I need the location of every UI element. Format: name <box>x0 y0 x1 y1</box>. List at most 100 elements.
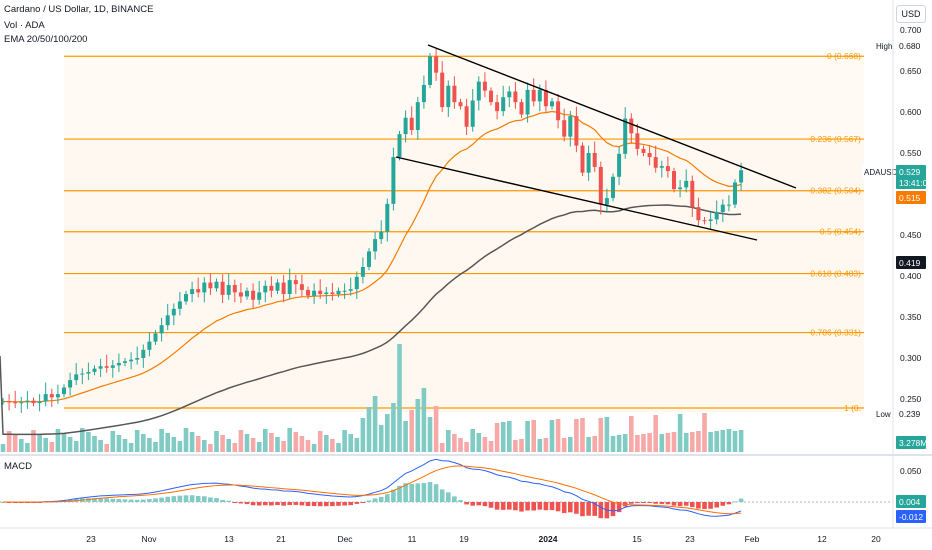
candle[interactable] <box>470 100 475 127</box>
candle[interactable] <box>348 289 353 291</box>
candle[interactable] <box>464 106 469 127</box>
candle[interactable] <box>171 308 176 316</box>
candle[interactable] <box>525 89 530 115</box>
candle[interactable] <box>232 285 237 293</box>
ema-fast-badge[interactable] <box>896 191 926 204</box>
candle[interactable] <box>312 290 317 296</box>
candle[interactable] <box>287 280 292 295</box>
candle[interactable] <box>269 285 274 291</box>
candle[interactable] <box>367 251 371 267</box>
candle[interactable] <box>489 90 493 103</box>
candle[interactable] <box>421 84 426 103</box>
candle[interactable] <box>208 282 213 289</box>
wedge-upper-line[interactable] <box>427 44 797 189</box>
volume-badge[interactable] <box>896 436 926 449</box>
candle[interactable] <box>299 284 304 290</box>
wedge-lower-line[interactable] <box>395 156 758 241</box>
candle[interactable] <box>324 292 329 295</box>
candle[interactable] <box>556 101 561 121</box>
candle[interactable] <box>385 203 390 232</box>
candle[interactable] <box>726 204 731 206</box>
candle[interactable] <box>531 89 536 102</box>
macd-badge[interactable] <box>896 495 926 508</box>
candle[interactable] <box>13 402 18 404</box>
candle[interactable] <box>281 282 286 295</box>
candle[interactable] <box>678 187 683 190</box>
candle[interactable] <box>190 289 195 295</box>
candle[interactable] <box>458 102 463 107</box>
candle[interactable] <box>293 280 298 285</box>
candle[interactable] <box>177 301 182 309</box>
candle[interactable] <box>641 148 646 153</box>
candle[interactable] <box>202 282 207 293</box>
candle[interactable] <box>391 157 396 204</box>
candle[interactable] <box>672 171 676 190</box>
candle[interactable] <box>110 365 115 368</box>
candle[interactable] <box>611 176 615 199</box>
candle[interactable] <box>196 289 201 293</box>
candle[interactable] <box>684 180 689 188</box>
candle[interactable] <box>251 290 256 300</box>
candle[interactable] <box>690 180 695 208</box>
candle[interactable] <box>482 81 487 91</box>
candle[interactable] <box>263 285 268 293</box>
candle[interactable] <box>116 362 121 366</box>
candle[interactable] <box>592 153 597 167</box>
candle[interactable] <box>257 292 262 300</box>
candle[interactable] <box>586 153 591 173</box>
high-badge[interactable] <box>896 39 926 52</box>
ema-slow-badge[interactable] <box>896 256 926 269</box>
candle[interactable] <box>659 166 664 168</box>
candle[interactable] <box>354 276 359 290</box>
ema-legend[interactable]: EMA 20/50/100/200 <box>4 34 88 45</box>
candle[interactable] <box>336 290 341 295</box>
candle[interactable] <box>43 394 48 402</box>
candle[interactable] <box>501 97 506 112</box>
candle[interactable] <box>647 153 652 158</box>
candle[interactable] <box>98 366 103 369</box>
candle[interactable] <box>568 116 573 137</box>
candle[interactable] <box>25 400 30 403</box>
candle[interactable] <box>653 157 658 168</box>
candle[interactable] <box>495 102 500 112</box>
candle[interactable] <box>403 117 408 135</box>
candle[interactable] <box>580 145 585 173</box>
candle[interactable] <box>397 134 402 158</box>
candle[interactable] <box>379 231 384 240</box>
candle[interactable] <box>104 366 109 368</box>
candle[interactable] <box>373 239 378 252</box>
candle[interactable] <box>733 182 737 205</box>
candle[interactable] <box>550 101 554 107</box>
candle[interactable] <box>330 292 335 295</box>
candle[interactable] <box>1 401 5 403</box>
candle[interactable] <box>159 325 164 334</box>
candle[interactable] <box>696 207 701 221</box>
candle[interactable] <box>415 102 420 131</box>
chart-title[interactable]: Cardano / US Dollar, 1D, BINANCE <box>4 4 154 15</box>
candle[interactable] <box>635 133 640 149</box>
volume-legend[interactable]: Vol · ADA <box>4 20 45 31</box>
candle[interactable] <box>623 118 628 154</box>
candle[interactable] <box>714 212 719 220</box>
candle[interactable] <box>220 281 225 295</box>
candle[interactable] <box>434 56 439 73</box>
candle[interactable] <box>702 220 707 222</box>
currency-button[interactable]: USD <box>896 5 926 23</box>
candle[interactable] <box>37 401 42 404</box>
candle[interactable] <box>165 315 170 326</box>
candle[interactable] <box>245 290 249 297</box>
candle[interactable] <box>604 198 609 205</box>
candle[interactable] <box>306 289 310 296</box>
candle[interactable] <box>409 117 414 131</box>
candle[interactable] <box>129 359 134 362</box>
candle[interactable] <box>123 361 127 363</box>
candle[interactable] <box>238 292 243 297</box>
candle[interactable] <box>476 81 481 101</box>
candle[interactable] <box>562 120 567 137</box>
candle[interactable] <box>507 91 512 98</box>
candle[interactable] <box>184 294 188 302</box>
candle[interactable] <box>739 170 744 183</box>
candle[interactable] <box>360 266 365 277</box>
candle[interactable] <box>665 166 670 172</box>
